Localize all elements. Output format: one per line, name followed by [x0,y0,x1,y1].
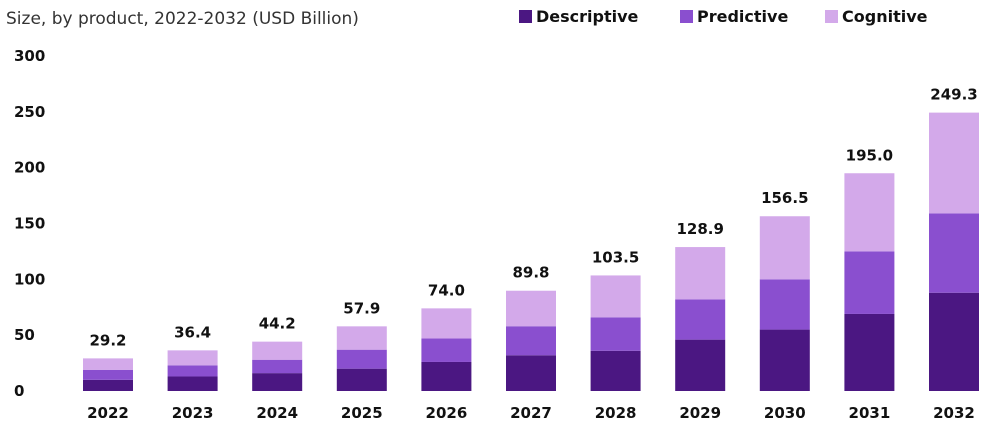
x-axis: 2022 2023 2024 2025 2026 2027 2028 2029 2030 2031… [87,404,975,422]
bar-segment-descriptive [675,339,726,391]
x-tick-label: 2023 [172,404,214,422]
bar-segment-cognitive [929,112,979,214]
total-label: 44.2 [259,315,296,333]
legend-swatch-descriptive [519,10,532,23]
bar-segment-descriptive [421,361,472,391]
legend-label-descriptive: Descriptive [536,7,639,26]
legend-swatch-cognitive [825,10,838,23]
legend: Descriptive Predictive Cognitive [519,7,928,26]
bar-segment-cognitive [167,350,218,366]
bar-segment-predictive [675,299,726,340]
legend-label-predictive: Predictive [697,7,788,26]
x-tick-label: 2026 [426,404,468,422]
total-label: 195.0 [846,146,893,164]
total-label: 128.9 [676,220,723,238]
total-label: 29.2 [89,331,126,349]
bar-segment-descriptive [336,368,387,391]
bar-segment-predictive [252,359,303,374]
x-tick-label: 2029 [679,404,721,422]
y-tick-label: 150 [14,215,45,233]
x-tick-label: 2031 [849,404,891,422]
bar-segment-cognitive [252,341,303,360]
x-tick-label: 2030 [764,404,806,422]
total-label: 156.5 [761,189,808,207]
bar-segment-predictive [167,365,218,377]
bar-segment-descriptive [844,313,895,391]
bar-segment-predictive [759,279,810,330]
bars [83,112,979,391]
bar-segment-predictive [844,251,895,314]
bar-segment-predictive [83,369,133,380]
bar-segment-predictive [929,213,979,293]
bar-segment-cognitive [421,308,472,339]
legend-label-cognitive: Cognitive [842,7,928,26]
bar-segment-predictive [590,317,641,351]
y-tick-label: 0 [14,382,24,400]
bar-segment-descriptive [252,373,303,391]
total-label: 57.9 [343,299,380,317]
bar-segment-cognitive [675,247,726,300]
bar-segment-cognitive [336,326,387,350]
bar-segment-cognitive [759,216,810,280]
x-tick-label: 2022 [87,404,129,422]
x-tick-label: 2027 [510,404,552,422]
bar-segment-descriptive [759,329,810,391]
total-label: 103.5 [592,248,639,266]
x-tick-label: 2032 [933,404,975,422]
total-label: 36.4 [174,323,211,341]
bar-segment-predictive [421,338,472,362]
y-tick-label: 300 [14,47,45,65]
bar-segment-cognitive [590,275,641,318]
y-axis: 0 50 100 150 200 250 300 [14,47,45,400]
bar-segment-descriptive [83,379,133,391]
bar-segment-predictive [506,326,556,356]
y-tick-label: 250 [14,103,45,121]
y-tick-label: 100 [14,270,45,288]
bar-segment-cognitive [506,290,556,327]
x-tick-label: 2028 [595,404,637,422]
bar-segment-descriptive [590,350,641,391]
chart-subtitle: Size, by product, 2022-2032 (USD Billion… [6,9,359,29]
bar-segment-descriptive [929,292,979,391]
y-tick-label: 200 [14,159,45,177]
y-tick-label: 50 [14,326,35,344]
bar-segment-descriptive [167,376,218,391]
bar-segment-descriptive [506,355,556,391]
bar-segment-cognitive [844,173,895,252]
x-tick-label: 2025 [341,404,383,422]
total-label: 89.8 [512,264,549,282]
total-label: 74.0 [428,281,465,299]
total-labels: 29.2 36.4 44.2 57.9 74.0 89.8 103.5 128.9 156.5 1… [89,86,977,350]
x-tick-label: 2024 [256,404,298,422]
legend-swatch-predictive [680,10,693,23]
bar-segment-predictive [336,349,387,369]
bar-segment-cognitive [83,358,133,370]
total-label: 249.3 [930,86,977,104]
